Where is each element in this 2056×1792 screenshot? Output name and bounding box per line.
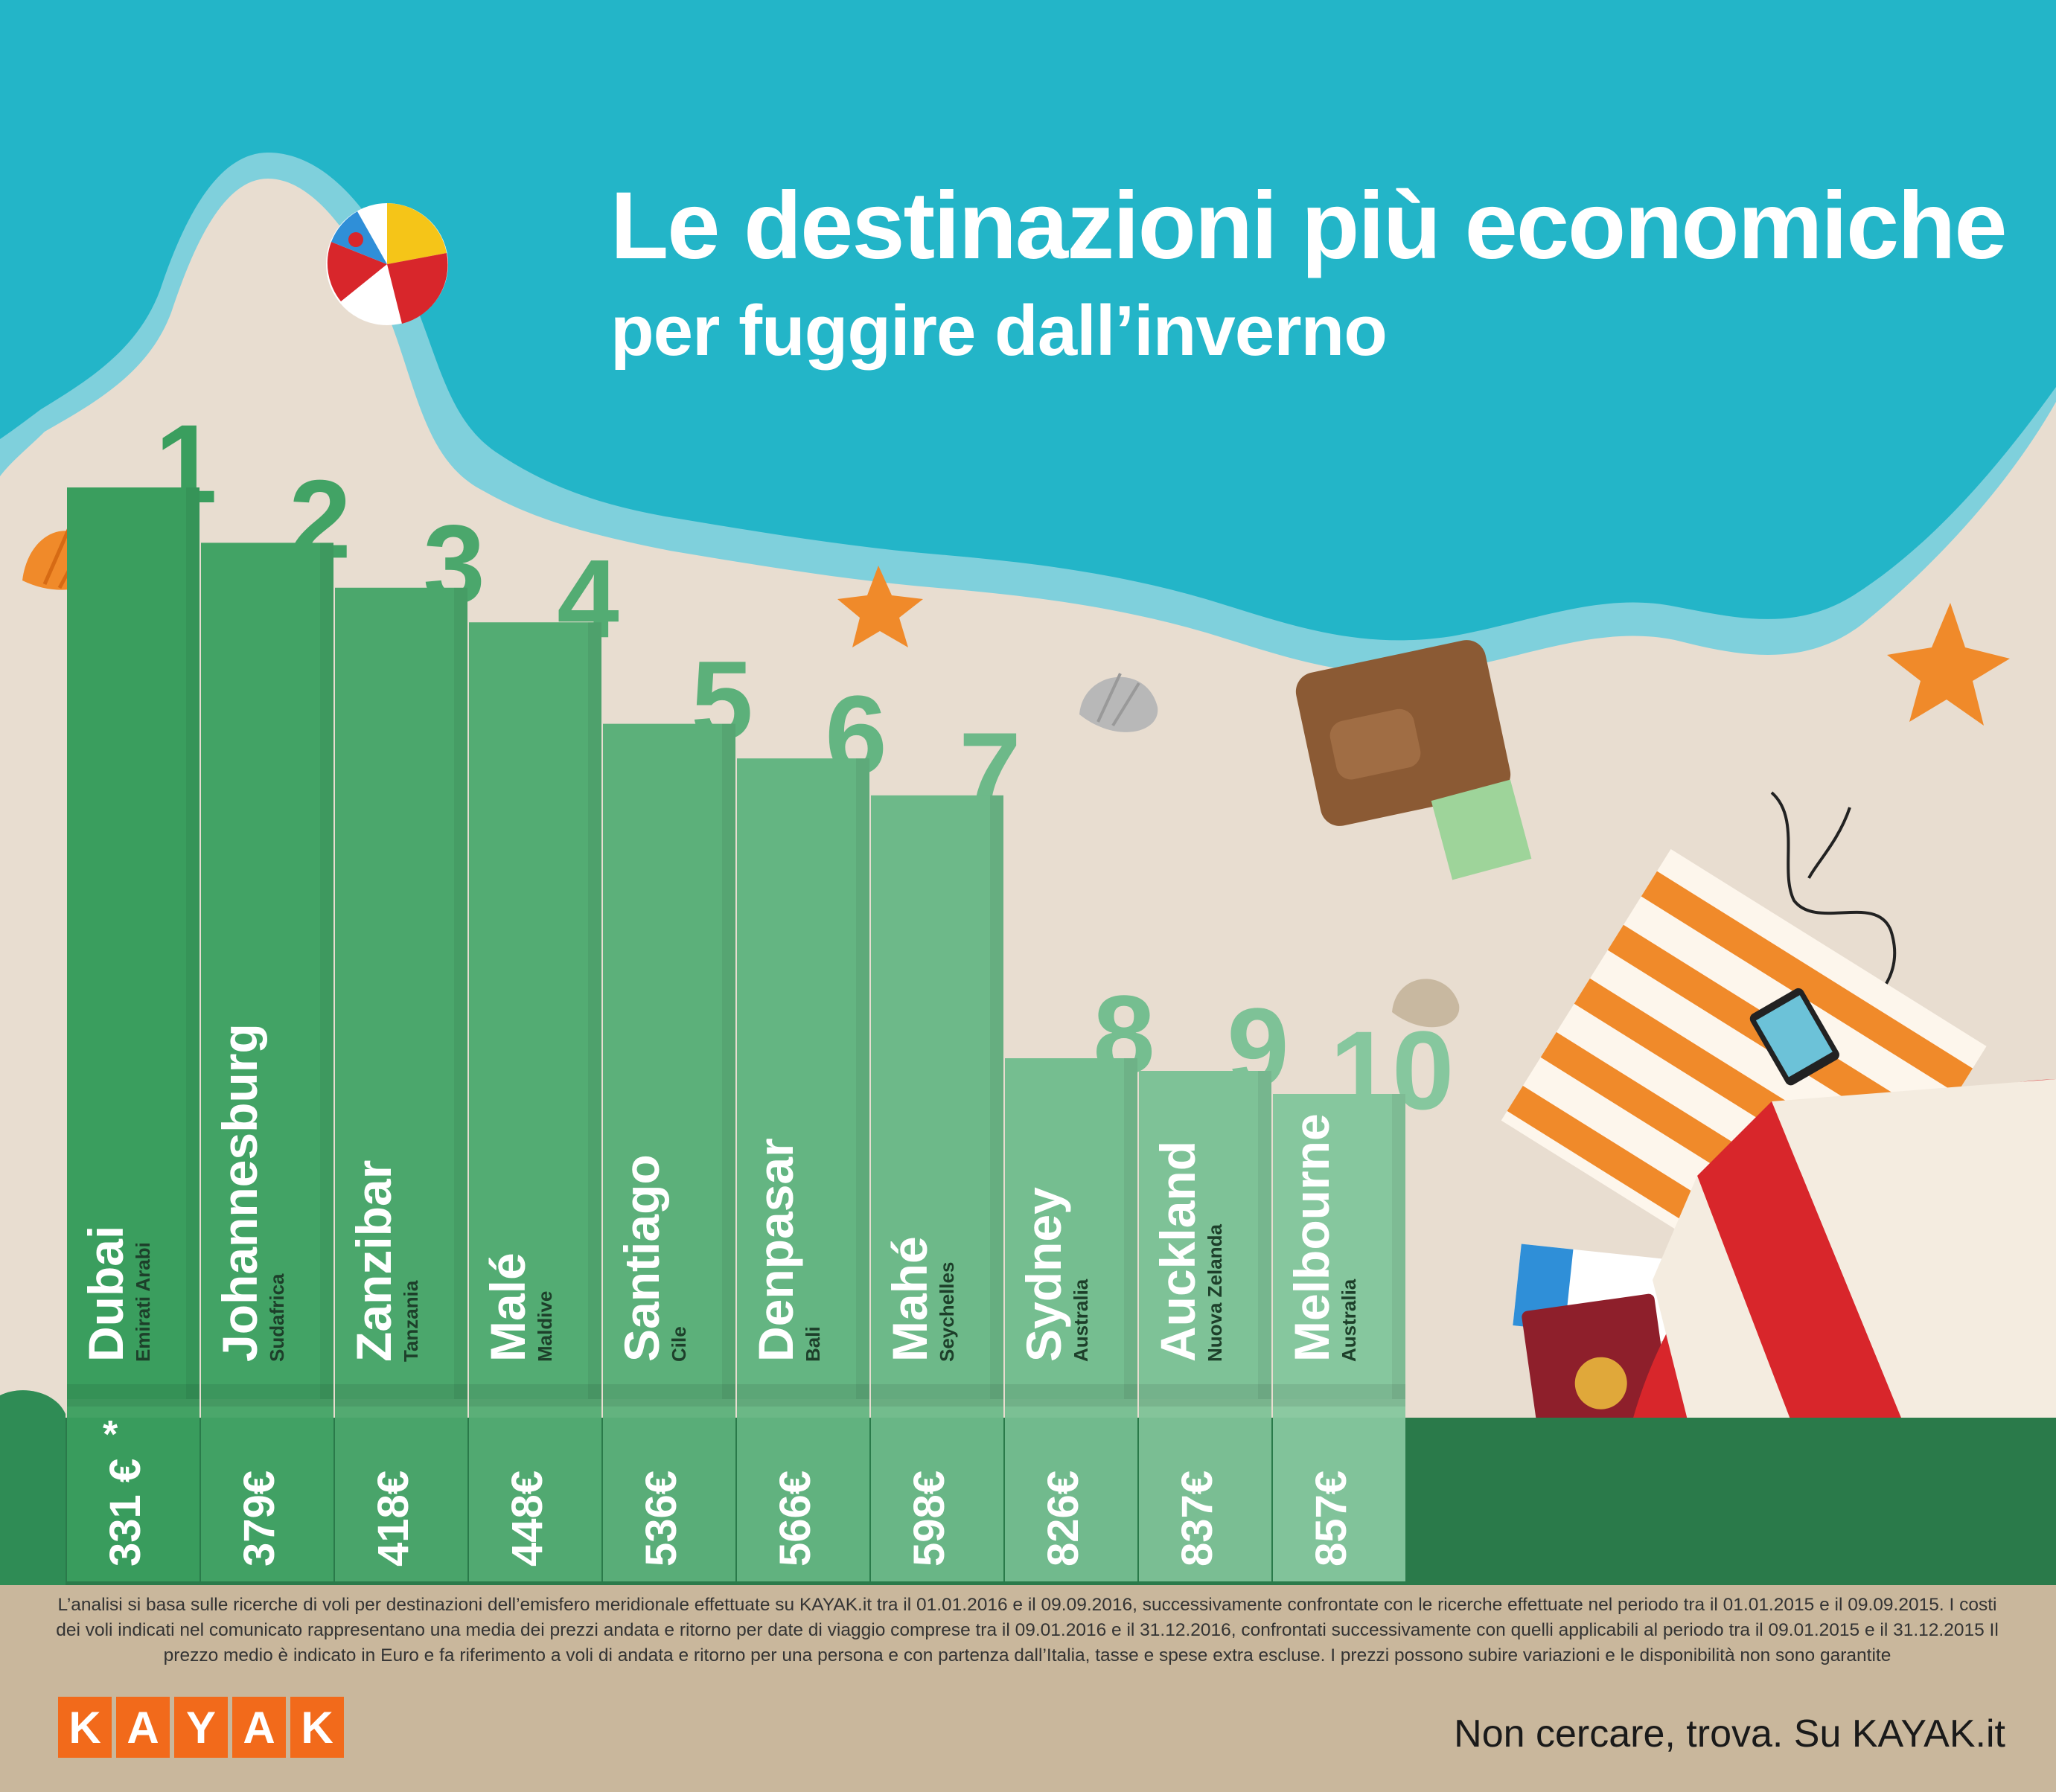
- city-label: Sydney: [1016, 1187, 1071, 1362]
- page-title: Le destinazioni più economiche: [610, 173, 2007, 279]
- phone-icon: [1749, 988, 1839, 1086]
- seashell-icon: [1392, 979, 1460, 1028]
- price-label: 379€: [235, 1471, 284, 1567]
- bar-johannesburg: [201, 543, 333, 1400]
- price-band: [871, 1399, 1003, 1581]
- price-label: 418€: [369, 1471, 418, 1567]
- city-label: Mahé: [882, 1236, 937, 1362]
- beach-ball-icon: [326, 203, 448, 325]
- band-shadow: [1273, 1384, 1405, 1407]
- bar-fold-shadow: [990, 795, 1003, 1399]
- bar-denpasar: [737, 758, 869, 1399]
- bar-fold-shadow: [1392, 1094, 1405, 1399]
- bar-melbourne: [1273, 1094, 1405, 1399]
- band-shadow: [603, 1384, 735, 1407]
- price-label: 857€: [1307, 1471, 1356, 1567]
- city-label: Denpasar: [748, 1138, 803, 1362]
- band-shadow: [871, 1384, 1003, 1407]
- seashell-icon: [1079, 673, 1158, 732]
- city-label: Johannesburg: [212, 1023, 267, 1362]
- beach-umbrella-icon: [1630, 1079, 2056, 1429]
- price-band: [67, 1399, 199, 1581]
- country-label: Australia: [1338, 1279, 1360, 1362]
- band-shadow: [737, 1384, 869, 1407]
- price-band: [201, 1399, 333, 1581]
- band-shadow: [67, 1384, 199, 1407]
- country-label: Bali: [802, 1326, 824, 1362]
- city-label: Zanzibar: [346, 1160, 401, 1362]
- band-shadow: [469, 1384, 601, 1407]
- bar-dubai: [67, 487, 199, 1399]
- wallet-icon: [1295, 640, 1532, 880]
- country-label: Maldive: [534, 1291, 556, 1362]
- bar-fold-shadow: [722, 723, 735, 1399]
- band-shadow: [201, 1384, 333, 1407]
- footnote-asterisk: *: [103, 1413, 118, 1456]
- logo-letter: A: [116, 1697, 170, 1758]
- bar-fold-shadow: [1258, 1071, 1271, 1399]
- page-subtitle: per fuggire dall’inverno: [610, 291, 1388, 371]
- bar-zanzibar: [335, 587, 467, 1400]
- bar-auckland: [1139, 1071, 1271, 1399]
- price-band: [1139, 1399, 1271, 1581]
- band-shadow: [1139, 1384, 1271, 1407]
- country-label: Emirati Arabi: [132, 1242, 154, 1362]
- price-label: 536€: [637, 1471, 686, 1567]
- sea: [0, 0, 2056, 641]
- city-label: Melbourne: [1284, 1113, 1339, 1362]
- bar-mah: [871, 795, 1003, 1399]
- price-label: 598€: [905, 1471, 954, 1567]
- bar-fold-shadow: [1124, 1057, 1137, 1399]
- price-band: [335, 1399, 467, 1581]
- logo-letter: K: [58, 1697, 112, 1758]
- city-label: Auckland: [1150, 1141, 1205, 1362]
- price-label: 448€: [503, 1471, 552, 1567]
- passport-icon: [1522, 1293, 1671, 1437]
- logo-letter: K: [290, 1697, 344, 1758]
- country-label: Seychelles: [936, 1262, 958, 1362]
- bar-fold-shadow: [454, 587, 467, 1400]
- city-label: Santiago: [614, 1154, 669, 1362]
- country-label: Australia: [1070, 1279, 1092, 1362]
- bar-fold-shadow: [856, 758, 869, 1399]
- price-band: [737, 1399, 869, 1581]
- country-label: Sudafrica: [266, 1273, 288, 1362]
- country-label: Nuova Zelanda: [1204, 1224, 1226, 1362]
- price-band: [1005, 1399, 1137, 1581]
- price-band: [603, 1399, 735, 1581]
- price-label: 837€: [1173, 1471, 1222, 1567]
- bar-sydney: [1005, 1057, 1137, 1399]
- band-shadow: [335, 1384, 467, 1407]
- bar-fold-shadow: [320, 543, 333, 1400]
- logo-letter: Y: [174, 1697, 228, 1758]
- city-label: Dubai: [78, 1226, 133, 1362]
- price-band: [1273, 1399, 1405, 1581]
- bar-fold-shadow: [588, 622, 601, 1400]
- country-label: Cile: [668, 1326, 690, 1362]
- price-label: 331 €: [101, 1459, 150, 1567]
- starfish-icon: [1887, 603, 2010, 726]
- methodology-note: L’analisi si basa sulle ricerche di voli…: [56, 1595, 1999, 1665]
- price-label: 566€: [771, 1471, 820, 1567]
- country-label: Tanzania: [400, 1280, 422, 1362]
- kayak-logo[interactable]: K A Y A K: [58, 1697, 344, 1758]
- price-band: [469, 1399, 601, 1581]
- bar-fold-shadow: [186, 487, 199, 1399]
- city-label: Malé: [480, 1252, 535, 1362]
- scroll-curl: [0, 1390, 66, 1585]
- bar-santiago: [603, 723, 735, 1399]
- bar-mal: [469, 622, 601, 1400]
- logo-letter: A: [232, 1697, 286, 1758]
- band-shadow: [1005, 1384, 1137, 1407]
- price-label: 826€: [1039, 1471, 1088, 1567]
- tagline: Non cercare, trova. Su KAYAK.it: [1454, 1712, 2005, 1756]
- starfish-icon: [837, 566, 923, 647]
